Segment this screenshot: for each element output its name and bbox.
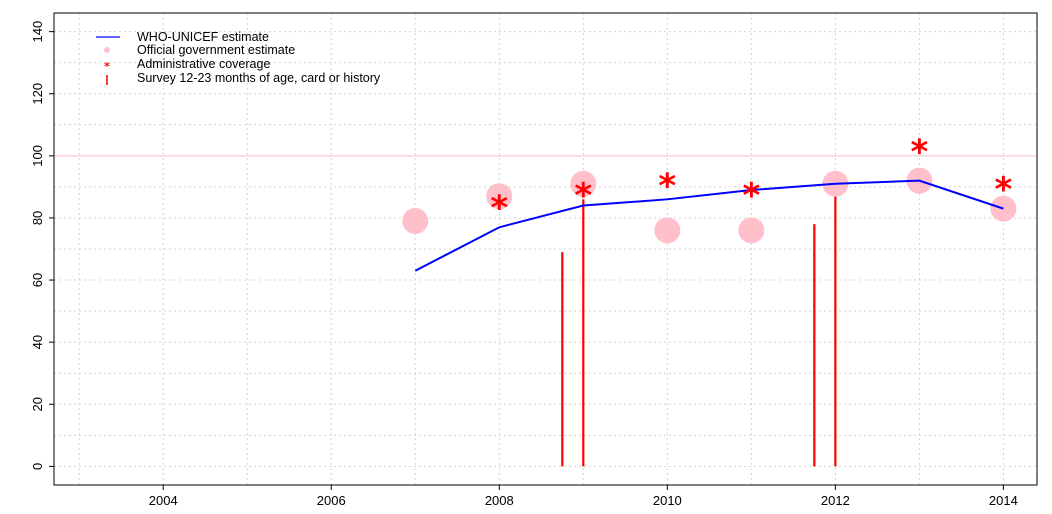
official-estimate-point	[402, 208, 429, 235]
legend-item-official-estimate: Official government estimate	[104, 43, 295, 57]
y-tick-label: 20	[30, 397, 45, 411]
legend: WHO-UNICEF estimate Official government …	[96, 30, 381, 85]
y-tick-label: 120	[30, 83, 45, 105]
y-tick-label: 140	[30, 21, 45, 43]
plot-area	[53, 12, 1038, 486]
x-tick-label: 2010	[653, 493, 682, 508]
legend-item-administrative: * Administrative coverage	[104, 57, 270, 73]
x-tick-label: 2006	[317, 493, 346, 508]
official-estimate-point	[654, 217, 681, 244]
official-estimate-point	[570, 170, 597, 197]
official-estimate-point	[738, 217, 765, 244]
y-tick-label: 60	[30, 273, 45, 287]
legend-label: Administrative coverage	[137, 57, 270, 71]
x-tick-label: 2008	[485, 493, 514, 508]
y-tick-label: 80	[30, 211, 45, 225]
data-marks: * * * * * *	[402, 133, 1017, 467]
legend-item-who-unicef: WHO-UNICEF estimate	[96, 30, 269, 44]
x-tick-label: 2012	[821, 493, 850, 508]
administrative-coverage-point: *	[995, 170, 1013, 210]
administrative-coverage-point: *	[742, 176, 760, 216]
y-tick-label: 100	[30, 145, 45, 167]
administrative-coverage-point: *	[658, 167, 676, 207]
administrative-coverage-point: *	[490, 188, 508, 228]
y-tick-label: 0	[30, 463, 45, 470]
legend-circle-swatch	[104, 47, 110, 53]
legend-label: Survey 12-23 months of age, card or hist…	[137, 71, 381, 85]
legend-label: Official government estimate	[137, 43, 295, 57]
administrative-coverage-point: *	[910, 133, 928, 173]
legend-label: WHO-UNICEF estimate	[137, 30, 269, 44]
legend-star-swatch: *	[104, 60, 110, 73]
x-tick-label: 2014	[989, 493, 1018, 508]
who-unicef-line	[414, 179, 1004, 272]
axes: 2004 2006 2008 2010 2012 2014 0 20 40 60 80 100 120 1…	[30, 21, 1018, 508]
x-tick-label: 2004	[149, 493, 178, 508]
administrative-coverage-point: *	[574, 176, 592, 216]
legend-item-survey: Survey 12-23 months of age, card or hist…	[106, 71, 381, 85]
y-tick-label: 40	[30, 335, 45, 349]
official-estimate-point	[486, 183, 513, 210]
